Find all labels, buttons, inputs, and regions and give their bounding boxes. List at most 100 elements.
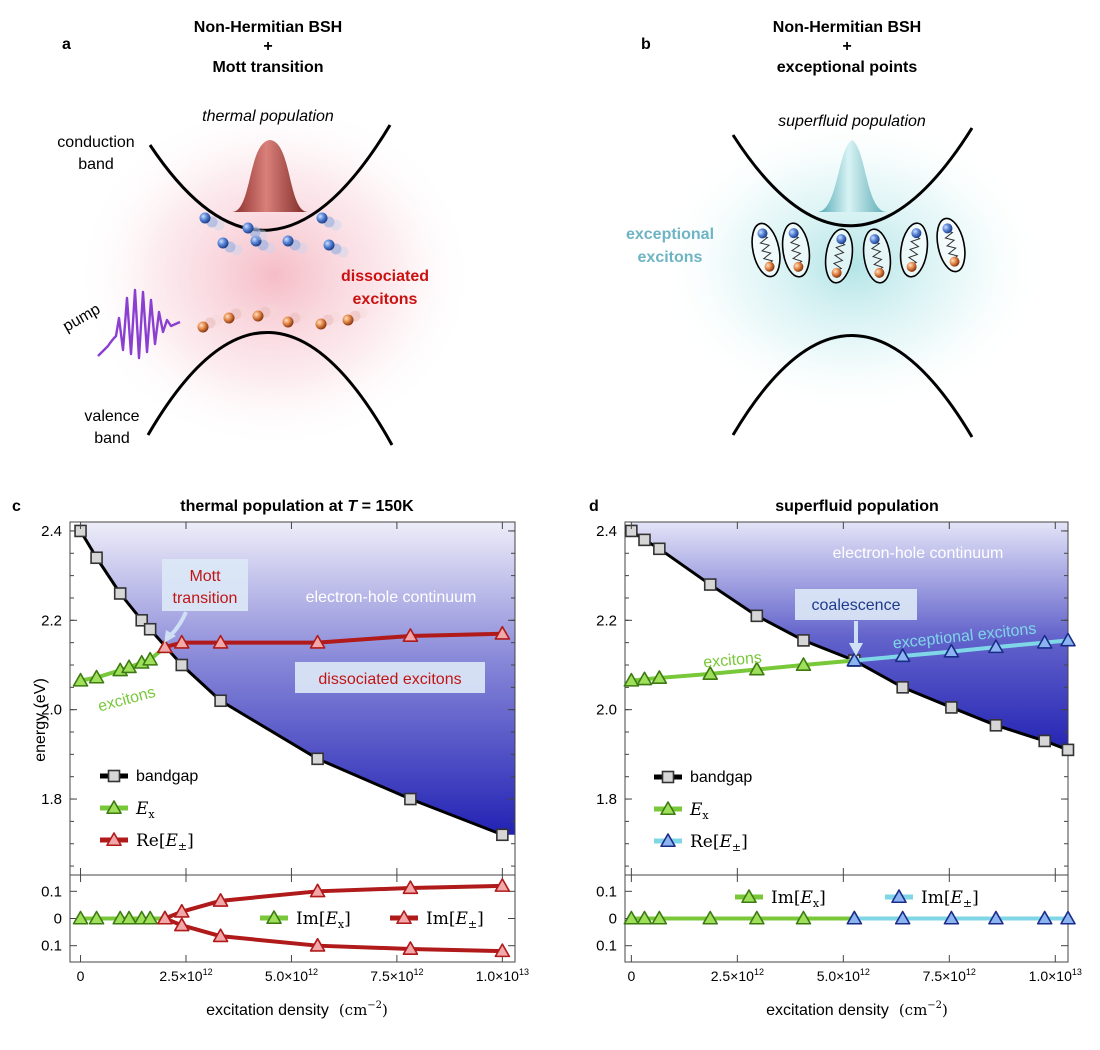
electron-cluster — [197, 212, 368, 333]
y-tick-label-lower: 0.1 — [596, 938, 617, 955]
electron — [942, 223, 953, 234]
legend-bandgap-d-marker — [661, 770, 675, 784]
electron — [323, 239, 335, 251]
legend-bandgap-marker — [107, 769, 121, 783]
im-ex-d-point — [749, 910, 765, 925]
panel-d: d superfluid population 2.4 2.2 2.0 1.8 elec… — [589, 498, 1082, 1019]
exciton-pair — [862, 228, 892, 284]
legend-ex-marker — [106, 800, 122, 815]
exciton-spring — [944, 230, 959, 260]
hole — [282, 316, 294, 328]
ex-point — [142, 651, 158, 666]
x-tick-label: 2.5×1012 — [711, 967, 764, 984]
re-epm-point — [212, 634, 229, 649]
bandgap-d-point — [1038, 734, 1051, 748]
bandgap-point — [496, 828, 509, 842]
x-tick-label: 7.5×1012 — [923, 967, 976, 984]
electron — [282, 235, 294, 247]
exciton-spring — [832, 241, 846, 271]
panel-c-letter: c — [12, 498, 21, 515]
thermal-population-peak — [232, 140, 308, 212]
re-e-d-point — [988, 639, 1004, 654]
legend-im-ex-d-marker — [741, 889, 757, 904]
electron — [757, 228, 768, 239]
exceptional-label-2: excitons — [638, 249, 703, 266]
y-tick-label: 2.0 — [596, 702, 617, 719]
panel-b: b Non-Hermitian BSH + exceptional points… — [626, 19, 1047, 438]
valence-band-label-2: band — [94, 430, 130, 447]
conduction-band-label-2: band — [78, 156, 114, 173]
re-e-d-point — [894, 648, 911, 663]
bandgap-d-point — [896, 681, 909, 694]
ex-point — [121, 659, 137, 674]
exciton-pair — [899, 222, 929, 278]
y-tick-label: 2.2 — [41, 612, 62, 629]
im-ep-point — [173, 903, 190, 918]
electron — [869, 234, 880, 245]
panel-d-xlabel: excitation density (cm−2) — [766, 1000, 948, 1019]
exciton-spring — [870, 241, 884, 271]
im-em-point — [173, 917, 190, 932]
re-e-d-point — [943, 643, 960, 658]
x-tick-label: 7.5×1012 — [370, 967, 423, 984]
im-e-d-point — [1036, 910, 1053, 925]
electron — [199, 212, 211, 224]
bandgap-point — [311, 752, 324, 766]
exciton-outline — [899, 222, 929, 278]
hole — [831, 267, 842, 278]
pink-glow — [75, 100, 475, 450]
y-tick-label: 2.4 — [596, 523, 617, 540]
legend-ex-label: Ex — [135, 799, 155, 821]
hole — [315, 318, 327, 330]
bandgap-point — [90, 551, 103, 565]
im-em-point — [157, 910, 173, 925]
hole — [223, 312, 235, 324]
im-em-point — [402, 941, 419, 956]
legend-im-e-d-marker — [891, 889, 907, 904]
im-e-d-point — [988, 910, 1004, 925]
exciton-pair — [936, 217, 966, 273]
im-em-point — [494, 943, 511, 958]
mott-box — [162, 559, 248, 611]
ex-d-point — [795, 657, 812, 672]
im-ex-d-point — [651, 910, 668, 925]
y-tick-label: 2.2 — [596, 612, 617, 629]
exciton-spring — [759, 235, 774, 265]
valence-band-label-1: valence — [84, 408, 139, 425]
bound-exciton-pairs — [751, 217, 966, 284]
panel-a-letter: a — [62, 36, 71, 53]
panel-b-letter: b — [641, 36, 651, 53]
im-ep-point — [402, 880, 419, 895]
legend-re-e-d-label: Re[E±] — [690, 832, 748, 854]
im-ex-point — [142, 910, 158, 925]
im-em-point — [212, 928, 229, 943]
coalescence-arrowhead — [849, 643, 863, 656]
electron — [250, 235, 262, 247]
electron — [911, 228, 922, 239]
hole — [252, 310, 264, 322]
panel-d-title: superfluid population — [775, 498, 939, 515]
panel-a-title-line2: Mott transition — [212, 59, 323, 76]
bandgap-d-point — [653, 542, 666, 556]
bandgap-d-point — [989, 719, 1003, 732]
electron — [217, 237, 229, 249]
y-tick-label-lower: 0 — [609, 911, 617, 928]
chart-c-lower: 0.1 0 0.1 0 2.5×1012 5.0×1012 7.5×1012 1.0×1013… — [41, 522, 529, 984]
y-tick-label-lower: 0 — [54, 911, 62, 928]
dissociated-label-1: dissociated — [341, 268, 429, 285]
im-e-d-point — [894, 910, 911, 925]
chart-d-upper: 2.4 2.2 2.0 1.8 electron-hole continuum coale… — [596, 521, 1076, 876]
bandgap-point — [175, 658, 189, 672]
legend-im-e-marker — [396, 910, 412, 925]
im-ep-point — [494, 878, 511, 892]
legend-bandgap-d-label: bandgap — [690, 769, 752, 786]
panel-a: a Non-Hermitian BSH + Mott transition th… — [57, 19, 475, 450]
im-ex-point — [88, 910, 105, 925]
exciton-pair — [781, 222, 811, 278]
panel-d-letter: d — [589, 498, 599, 515]
re-epm-point — [157, 639, 173, 654]
bandgap-d-point — [797, 634, 810, 647]
hole — [342, 314, 354, 326]
hole — [906, 261, 917, 272]
legend-ex-d-marker — [660, 801, 676, 816]
